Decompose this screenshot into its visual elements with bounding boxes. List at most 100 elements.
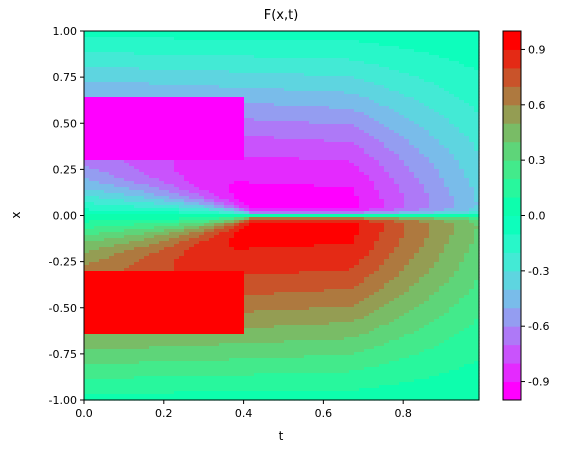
contour-cell xyxy=(239,172,245,176)
contour-cell xyxy=(294,163,300,167)
contour-cell xyxy=(369,160,375,164)
contour-cell xyxy=(149,157,155,161)
contour-cell xyxy=(134,172,140,176)
contour-cell xyxy=(214,109,220,113)
contour-cell xyxy=(344,142,350,146)
contour-cell xyxy=(164,130,170,134)
contour-cell xyxy=(349,127,355,131)
contour-cell xyxy=(394,106,400,110)
contour-cell xyxy=(349,181,355,185)
contour-cell xyxy=(294,112,300,116)
contour-cell xyxy=(169,181,175,185)
contour-cell xyxy=(144,46,150,50)
contour-cell xyxy=(409,91,415,95)
contour-cell xyxy=(154,94,160,98)
contour-cell xyxy=(274,97,280,101)
contour-cell xyxy=(199,118,205,122)
contour-cell xyxy=(139,118,145,122)
contour-cell xyxy=(154,133,160,137)
contour-cell xyxy=(349,88,355,92)
contour-cell xyxy=(229,160,235,164)
contour-cell xyxy=(454,40,460,44)
contour-cell xyxy=(464,199,470,203)
contour-cell xyxy=(369,163,375,167)
contour-cell xyxy=(134,73,140,77)
contour-cell xyxy=(449,118,455,122)
contour-cell xyxy=(254,79,260,83)
contour-cell xyxy=(334,82,340,86)
contour-cell xyxy=(359,130,365,134)
contour-cell xyxy=(329,43,335,47)
contour-cell xyxy=(219,40,225,44)
contour-cell xyxy=(429,85,435,89)
contour-cell xyxy=(319,211,325,215)
contour-cell xyxy=(459,193,465,197)
contour-cell xyxy=(449,121,455,125)
contour-cell xyxy=(459,130,465,134)
contour-cell xyxy=(199,199,205,203)
contour-cell xyxy=(379,178,385,182)
contour-cell xyxy=(119,145,125,149)
contour-cell xyxy=(364,214,370,218)
contour-cell xyxy=(299,31,305,35)
contour-cell xyxy=(249,46,255,50)
contour-cell xyxy=(359,151,365,155)
contour-cell xyxy=(314,109,320,113)
contour-cell xyxy=(334,94,340,98)
contour-cell xyxy=(179,139,185,143)
contour-cell xyxy=(199,46,205,50)
contour-cell xyxy=(169,220,175,224)
contour-cell xyxy=(374,160,380,164)
contour-cell xyxy=(349,118,355,122)
contour-cell xyxy=(309,100,315,104)
contour-cell xyxy=(139,124,145,128)
contour-cell xyxy=(114,55,120,59)
contour-cell xyxy=(264,148,270,152)
contour-cell xyxy=(259,202,265,206)
contour-cell xyxy=(124,73,130,77)
contour-cell xyxy=(254,193,260,197)
contour-cell xyxy=(349,199,355,203)
contour-cell xyxy=(439,103,445,107)
contour-cell xyxy=(444,163,450,167)
contour-cell xyxy=(129,199,135,203)
contour-cell xyxy=(249,193,255,197)
contour-cell xyxy=(144,145,150,149)
contour-cell xyxy=(304,175,310,179)
contour-cell xyxy=(349,175,355,179)
contour-cell xyxy=(329,163,335,167)
contour-cell xyxy=(414,193,420,197)
contour-cell xyxy=(454,145,460,149)
contour-cell xyxy=(284,82,290,86)
contour-cell xyxy=(209,178,215,182)
contour-cell xyxy=(349,193,355,197)
contour-cell xyxy=(394,49,400,53)
contour-cell xyxy=(124,88,130,92)
contour-cell xyxy=(154,73,160,77)
contour-cell xyxy=(424,106,430,110)
contour-cell xyxy=(254,97,260,101)
contour-cell xyxy=(139,151,145,155)
contour-cell xyxy=(199,88,205,92)
contour-cell xyxy=(364,163,370,167)
contour-cell xyxy=(169,139,175,143)
contour-cell xyxy=(174,160,180,164)
contour-cell xyxy=(204,103,210,107)
contour-cell xyxy=(359,55,365,59)
contour-cell xyxy=(349,79,355,83)
contour-cell xyxy=(199,49,205,53)
contour-cell xyxy=(84,208,90,212)
contour-cell xyxy=(434,172,440,176)
contour-cell xyxy=(314,139,320,143)
contour-cell xyxy=(314,157,320,161)
contour-cell xyxy=(259,112,265,116)
contour-cell xyxy=(469,169,475,173)
contour-cell xyxy=(209,136,215,140)
contour-cell xyxy=(449,196,455,200)
contour-cell xyxy=(224,214,230,218)
contour-cell xyxy=(319,37,325,41)
contour-cell xyxy=(169,136,175,140)
contour-cell xyxy=(264,70,270,74)
contour-cell xyxy=(124,169,130,173)
contour-cell xyxy=(399,34,405,38)
